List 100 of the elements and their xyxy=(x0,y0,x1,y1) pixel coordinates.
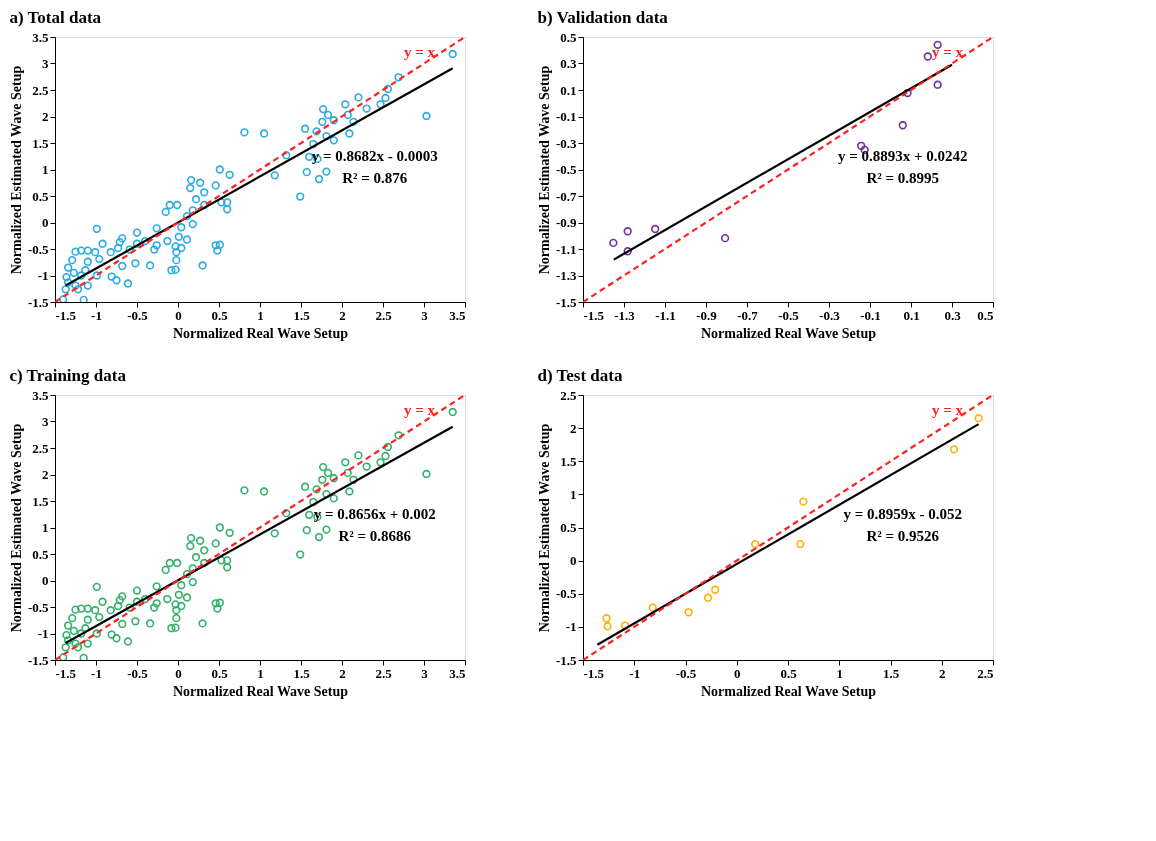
x-tick-label: -1.1 xyxy=(655,307,676,323)
x-tick-label: -1.5 xyxy=(583,665,605,681)
y-tick-label: 0.5 xyxy=(32,188,49,204)
y-tick-label: -0.3 xyxy=(555,135,577,151)
y-tick-label: 3.5 xyxy=(32,29,49,45)
y-tick-label: -1.5 xyxy=(555,294,577,310)
annotation: R² = 0.876 xyxy=(342,170,408,187)
y-tick-label: 0.1 xyxy=(560,82,577,98)
point xyxy=(651,224,660,234)
annotation: R² = 0.9526 xyxy=(866,528,940,545)
x-tick-label: -0.5 xyxy=(127,665,149,681)
series-label: y = x xyxy=(931,44,964,60)
x-axis-title: Normalized Real Wave Setup xyxy=(172,683,349,699)
x-tick-label: 2.5 xyxy=(375,665,393,681)
x-tick-label: 0.1 xyxy=(903,307,920,323)
chart-title: d) Test data xyxy=(537,366,623,385)
y-axis-title: Normalized Estimated Wave Setup xyxy=(536,65,552,275)
point xyxy=(898,121,907,130)
point xyxy=(609,238,618,248)
y-tick-label: 0.5 xyxy=(560,29,577,45)
x-tick-label: 0.5 xyxy=(211,307,229,323)
y-tick-label: 3 xyxy=(42,414,49,429)
x-tick-label: -0.5 xyxy=(675,665,697,681)
y-tick-label: -0.5 xyxy=(27,599,49,615)
x-tick-label: 1.5 xyxy=(293,307,311,323)
x-tick-label: 1 xyxy=(257,307,264,323)
y-tick-label: 2.5 xyxy=(32,440,49,456)
x-tick-label: -0.1 xyxy=(860,307,881,323)
y-tick-label: 2 xyxy=(42,109,49,124)
point xyxy=(903,88,912,98)
y-tick-label: -1.5 xyxy=(27,652,49,668)
x-tick-label: 3 xyxy=(421,665,429,681)
x-tick-label: -0.7 xyxy=(737,307,759,323)
y-tick-label: -0.7 xyxy=(555,188,577,204)
x-axis-title: Normalized Real Wave Setup xyxy=(172,325,349,341)
x-tick-label: 0.5 xyxy=(211,665,229,681)
x-tick-label: 1 xyxy=(257,665,264,681)
chart-title: a) Total data xyxy=(9,8,102,27)
annotation: R² = 0.8686 xyxy=(338,528,412,545)
x-tick-label: 2.5 xyxy=(375,307,393,323)
point xyxy=(933,80,942,89)
y-tick-label: -0.1 xyxy=(555,109,577,124)
x-tick-label: -0.5 xyxy=(127,307,149,323)
x-tick-label: 1.5 xyxy=(882,665,900,681)
x-tick-label: 0.5 xyxy=(977,307,994,323)
x-tick-label: 3 xyxy=(421,307,429,323)
series-label: y = x xyxy=(403,44,436,60)
annotation: y = 0.8893x + 0.0242 xyxy=(838,148,968,165)
point xyxy=(623,227,632,236)
x-tick-label: 0 xyxy=(175,307,182,323)
point xyxy=(623,247,632,256)
point xyxy=(933,40,942,49)
x-tick-label: 3.5 xyxy=(449,307,466,323)
y-tick-label: -0.5 xyxy=(555,162,577,177)
x-tick-label: 0 xyxy=(175,665,182,681)
y-tick-label: 2.5 xyxy=(560,387,577,403)
series-label: y = x xyxy=(931,402,964,418)
y-tick-label: -1.3 xyxy=(555,268,577,283)
y-tick-label: -1.1 xyxy=(555,241,577,257)
x-tick-label: -1 xyxy=(629,665,641,681)
y-tick-label: 3 xyxy=(42,56,49,71)
y-tick-label: 0 xyxy=(42,215,49,230)
y-tick-label: 0.5 xyxy=(32,546,49,562)
x-tick-label: -1 xyxy=(91,665,102,681)
point xyxy=(923,52,932,61)
y-tick-label: -0.9 xyxy=(555,215,577,230)
x-tick-label: -0.5 xyxy=(778,307,800,323)
y-tick-label: 0.5 xyxy=(560,520,577,535)
x-tick-label: 0 xyxy=(734,665,741,681)
x-tick-label: 0.3 xyxy=(944,307,962,323)
x-tick-label: 1 xyxy=(836,665,843,681)
y-tick-label: -1.5 xyxy=(27,294,49,310)
y-axis-title: Normalized Estimated Wave Setup xyxy=(536,423,552,633)
x-tick-label: 2.5 xyxy=(977,665,994,681)
chart-title: b) Validation data xyxy=(537,8,669,27)
y-tick-label: 0 xyxy=(570,553,577,569)
x-axis-title: Normalized Real Wave Setup xyxy=(700,683,877,699)
y-axis-title: Normalized Estimated Wave Setup xyxy=(8,65,24,275)
y-tick-label: 1 xyxy=(570,486,577,502)
y-tick-label: 0 xyxy=(42,573,49,588)
x-tick-label: -1 xyxy=(91,307,102,323)
chart-title: c) Training data xyxy=(9,366,127,385)
y-tick-label: -1 xyxy=(565,619,577,635)
point xyxy=(720,233,730,243)
x-tick-label: 0.5 xyxy=(780,665,798,681)
y-tick-label: 1 xyxy=(42,520,49,535)
x-tick-label: -1.5 xyxy=(55,665,77,681)
y-tick-label: 1 xyxy=(42,162,49,177)
x-tick-label: 1.5 xyxy=(293,665,311,681)
x-tick-label: -1.5 xyxy=(583,307,605,323)
y-tick-label: -0.5 xyxy=(27,241,49,257)
y-tick-label: 1.5 xyxy=(32,493,49,509)
x-tick-label: 2 xyxy=(339,665,346,681)
y-tick-label: -1 xyxy=(37,626,49,641)
x-tick-label: -0.3 xyxy=(819,307,841,323)
y-tick-label: 1.5 xyxy=(560,453,577,469)
annotation: R² = 0.8995 xyxy=(866,170,940,187)
series-label: y = x xyxy=(403,402,436,418)
y-tick-label: -1 xyxy=(37,268,49,283)
x-tick-label: 2 xyxy=(339,307,346,323)
